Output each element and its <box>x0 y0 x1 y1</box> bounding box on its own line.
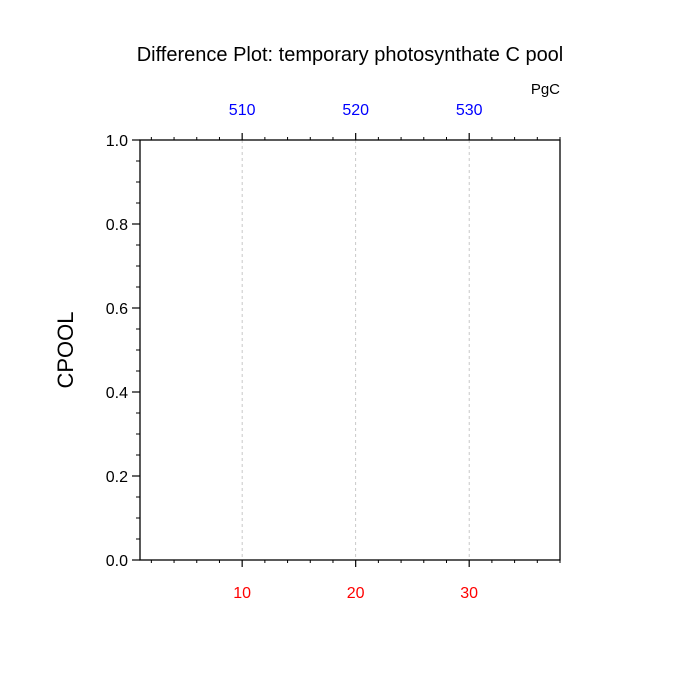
x-tick-label: 20 <box>347 585 365 602</box>
y-tick-label: 0.0 <box>106 553 128 570</box>
minor-ticks <box>136 137 561 563</box>
x-tick-label: 30 <box>460 585 478 602</box>
top-axis-tick-label: 510 <box>229 102 256 119</box>
y-tick-label: 0.4 <box>106 385 128 402</box>
y-tick-label: 0.8 <box>106 217 128 234</box>
top-axis-tick-label: 520 <box>342 102 369 119</box>
x-tick-label: 10 <box>233 585 251 602</box>
y-tick-label: 0.6 <box>106 301 128 318</box>
units-label: PgC <box>531 81 560 98</box>
major-ticks <box>132 133 470 567</box>
plot-frame <box>139 139 561 561</box>
chart-title: Difference Plot: temporary photosynthate… <box>137 44 564 66</box>
top-axis-tick-label: 530 <box>456 102 483 119</box>
grid-lines <box>241 140 470 560</box>
y-axis-label: CPOOL <box>53 311 78 388</box>
y-tick-label: 0.2 <box>106 469 128 486</box>
y-tick-label: 1.0 <box>106 133 128 150</box>
tick-labels: 10 510 20 520 30 530 0.0 0.2 0.4 0.6 0.8 1.0 <box>106 102 483 602</box>
